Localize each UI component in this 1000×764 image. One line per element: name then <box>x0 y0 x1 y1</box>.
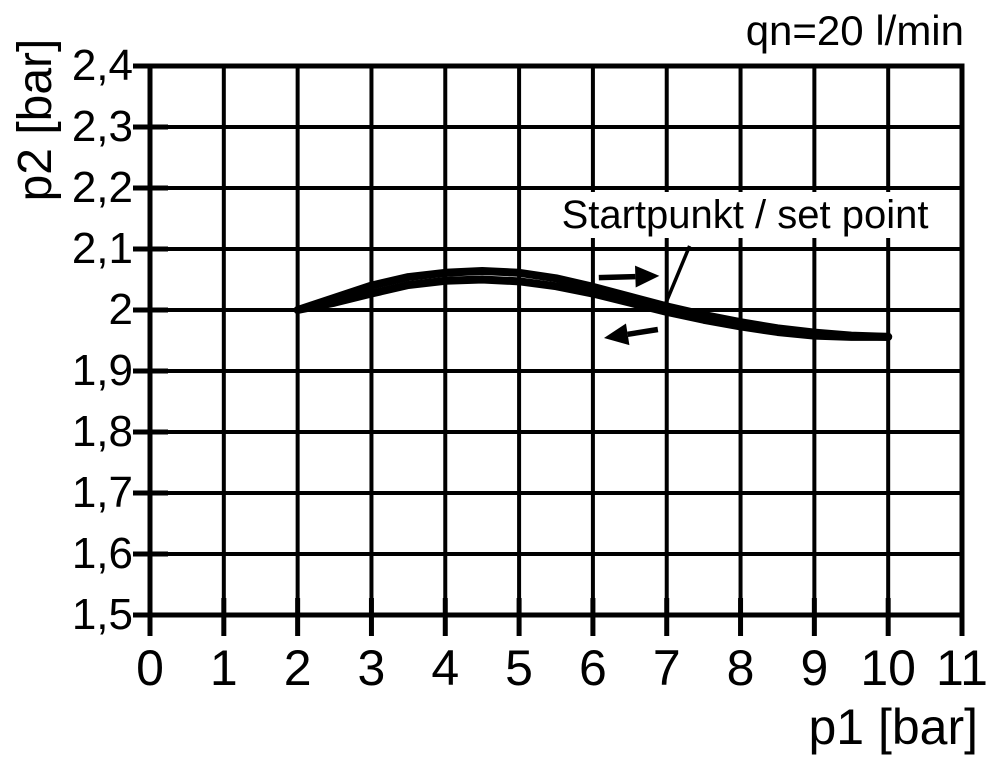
plot-border <box>147 63 965 618</box>
characteristic-curve <box>293 275 893 341</box>
x-tick-label: 9 <box>800 640 829 696</box>
x-tick-label: 11 <box>936 640 988 696</box>
x-tick-label: 5 <box>505 640 533 696</box>
y-tick-label: 2,3 <box>71 102 133 151</box>
y-tick-label: 1,7 <box>71 468 133 517</box>
x-tick-label: 0 <box>136 640 164 696</box>
x-tick-label: 4 <box>431 640 460 696</box>
y-tick-label: 2,4 <box>71 41 133 90</box>
y-axis-title: p2 [bar] <box>9 38 62 202</box>
x-axis-title: p1 [bar] <box>808 699 978 755</box>
x-tick-label: 6 <box>579 640 607 696</box>
x-tick-label: 10 <box>860 640 916 696</box>
y-tick-label: 2 <box>108 285 133 334</box>
x-tick-label: 2 <box>283 640 312 696</box>
return-direction-arrow-head <box>603 323 630 346</box>
x-tick-label: 1 <box>209 640 238 696</box>
y-tick-label: 2,1 <box>71 224 133 273</box>
y-tick-label: 1,8 <box>71 407 133 456</box>
x-tick-label: 3 <box>357 640 386 696</box>
x-tick-label: 8 <box>726 640 755 696</box>
y-tick-label: 1,5 <box>71 590 133 639</box>
forward-direction-arrow-shaft <box>598 273 636 281</box>
y-tick-label: 1,6 <box>71 529 133 578</box>
return-direction-arrow-shaft <box>627 326 659 338</box>
set-point-annotation: Startpunkt / set point <box>553 192 937 238</box>
y-tick-label: 2,2 <box>71 163 133 212</box>
forward-direction-arrow-head <box>635 265 660 288</box>
annotation-leader-line <box>664 245 692 304</box>
flow-rate-label: qn=20 l/min <box>745 7 964 54</box>
y-tick-label: 1,9 <box>71 346 133 395</box>
x-tick-label: 7 <box>652 640 681 696</box>
